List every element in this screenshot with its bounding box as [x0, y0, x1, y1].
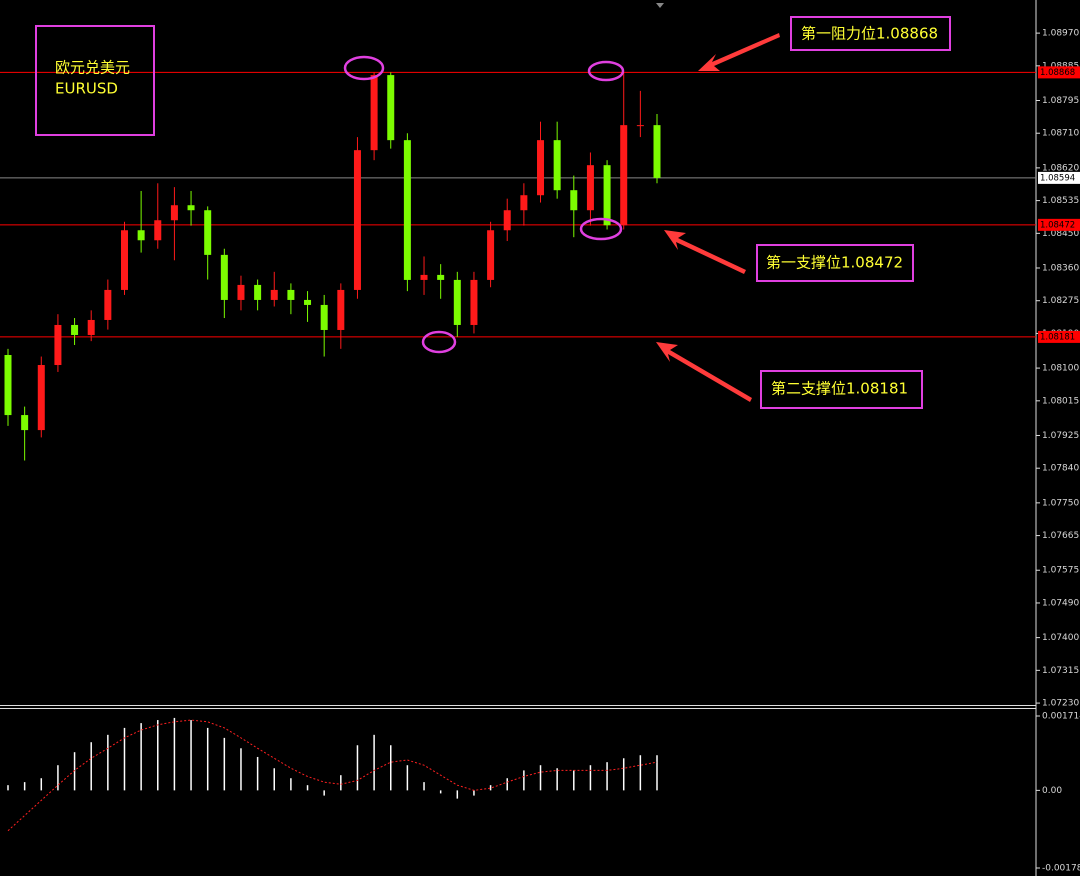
highlight-circle	[579, 217, 623, 241]
y-tick-label: 1.07315	[1042, 666, 1079, 676]
candle-body	[304, 299, 312, 305]
candle-body	[237, 284, 245, 300]
price-marker	[1038, 171, 1080, 184]
price-label: 1.08472	[1040, 220, 1075, 230]
y-tick-label: 1.08620	[1042, 163, 1079, 173]
candle-body	[470, 279, 478, 325]
y-tick-label: 1.07490	[1042, 598, 1079, 608]
candle-body	[71, 324, 79, 335]
highlight-circle	[343, 55, 385, 81]
candle-body	[270, 289, 278, 300]
candle-body	[586, 165, 594, 211]
y-tick-label: 1.08535	[1042, 196, 1079, 206]
candle-body	[187, 205, 195, 211]
annotation: 第二支撑位1.08181	[771, 380, 908, 398]
candle-body	[37, 365, 45, 431]
candle-body	[603, 165, 611, 226]
y-tick-label: 1.08360	[1042, 263, 1079, 273]
candle-body	[487, 230, 495, 280]
candle-body	[503, 210, 511, 231]
y-tick-label: 1.08710	[1042, 129, 1079, 139]
annotation: EURUSD	[55, 80, 118, 98]
candle-body	[287, 289, 295, 300]
annotation-box	[790, 16, 951, 51]
price-label: 1.08181	[1040, 332, 1075, 342]
annotation-box	[760, 370, 923, 409]
candle-body	[104, 289, 112, 320]
shift-marker	[656, 3, 664, 8]
y-tick-label: 1.08970	[1042, 29, 1079, 39]
y-tick-label: 1.08450	[1042, 229, 1079, 239]
arrow	[664, 230, 746, 274]
candle-body	[437, 274, 445, 280]
candle-body	[154, 220, 162, 241]
candle-body	[170, 205, 178, 221]
candle-body	[553, 140, 561, 191]
candle-body	[320, 304, 328, 330]
y-tick-label: 1.07750	[1042, 498, 1079, 508]
candle-body	[453, 279, 461, 325]
arrow	[698, 33, 780, 71]
candle-body	[387, 75, 395, 141]
candle-body	[137, 230, 145, 241]
arrow	[656, 342, 752, 402]
annotation: 第一支撑位1.08472	[766, 254, 903, 272]
candle-body	[337, 289, 345, 330]
y-tick-label: 1.07665	[1042, 531, 1079, 541]
candle-body	[403, 140, 411, 280]
highlight-circle	[587, 60, 625, 82]
y-tick-label: 1.07840	[1042, 464, 1079, 474]
plot-layer: 1.089701.088851.087951.087101.086201.085…	[0, 29, 1080, 874]
candle-body	[204, 210, 212, 255]
candle-body	[636, 125, 644, 127]
candle-body	[353, 150, 361, 290]
candle-body	[4, 355, 12, 416]
price-marker	[1038, 66, 1080, 79]
y-tick-label: 1.07925	[1042, 431, 1079, 441]
y-tick-label: 0.001714	[1042, 712, 1080, 722]
candle-body	[570, 190, 578, 211]
y-tick-label: 1.07230	[1042, 699, 1079, 709]
candle-body	[87, 319, 95, 335]
y-tick-label: 0.00	[1042, 786, 1062, 796]
y-tick-label: 1.08100	[1042, 364, 1079, 374]
candle-body	[653, 125, 661, 178]
annotation-box	[35, 25, 155, 136]
price-label: 1.08594	[1040, 173, 1075, 183]
candle-body	[520, 195, 528, 211]
candle-body	[21, 415, 29, 431]
y-tick-label: 1.07575	[1042, 566, 1079, 576]
candle-body	[120, 230, 128, 290]
y-tick-label: 1.08885	[1042, 61, 1079, 71]
price-marker	[1038, 218, 1080, 231]
candle-body	[220, 254, 228, 300]
y-tick-label: 1.08795	[1042, 96, 1079, 106]
candle-body	[620, 125, 628, 226]
price-marker	[1038, 330, 1080, 343]
annotation: 欧元兑美元	[55, 59, 130, 77]
candle-body	[370, 75, 378, 151]
highlight-circle	[421, 330, 457, 354]
y-tick-label: 1.08275	[1042, 296, 1079, 306]
candle-body	[537, 140, 545, 196]
price-label: 1.08868	[1040, 68, 1075, 78]
candle-body	[254, 284, 262, 300]
y-tick-label: -0.001789	[1042, 864, 1080, 874]
annotation-box	[756, 244, 914, 282]
y-tick-label: 1.07400	[1042, 633, 1079, 643]
candle-body	[420, 274, 428, 280]
annotation: 第一阻力位1.08868	[801, 25, 938, 43]
y-tick-label: 1.08015	[1042, 396, 1079, 406]
candle-body	[54, 324, 62, 366]
